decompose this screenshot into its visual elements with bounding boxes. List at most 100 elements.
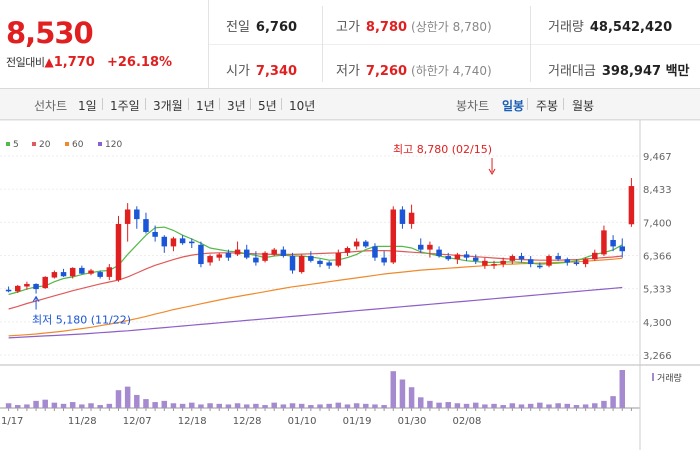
tab-weekly[interactable]: 주봉 xyxy=(536,99,559,113)
line-chart-label: 선차트 xyxy=(34,99,68,113)
volume-bar xyxy=(24,404,30,408)
volume-bar xyxy=(234,403,241,408)
high-annotation: 최고 8,780 (02/15) xyxy=(393,143,492,156)
y-tick-label: 4,300 xyxy=(643,318,672,329)
candle-body xyxy=(454,254,461,260)
volume-bar xyxy=(143,399,149,408)
x-tick-label: 01/19 xyxy=(343,416,372,427)
legend-swatch xyxy=(65,142,69,146)
tab-10y[interactable]: 10년 xyxy=(289,99,316,113)
volume-value: 48,542,420 xyxy=(589,20,673,35)
chart-grid xyxy=(0,120,700,450)
volume-bar xyxy=(592,403,598,408)
prev-close-value: 6,760 xyxy=(255,20,298,35)
volume-bar xyxy=(152,402,158,408)
candle-body xyxy=(582,259,589,265)
volume-label: 거래량 xyxy=(657,372,682,384)
x-axis: 11/17 11/28 12/07 12/18 12/28 01/10 01/19 01/30… xyxy=(0,408,632,427)
candle-body xyxy=(69,267,76,277)
volume-bar xyxy=(289,403,296,408)
change-percent: +26.18% xyxy=(106,55,173,70)
x-tick-label: 01/30 xyxy=(398,416,427,427)
x-tick-label: 12/18 xyxy=(178,416,207,427)
volume-bar xyxy=(408,387,415,408)
candle-body xyxy=(115,223,122,281)
amount-value: 398,947 백만 xyxy=(601,64,690,79)
high-label: 고가 xyxy=(336,20,360,35)
candle-body xyxy=(527,259,534,265)
tab-5y[interactable]: 5년 xyxy=(258,99,277,113)
volume-bar xyxy=(445,402,451,408)
candle-body xyxy=(509,256,516,261)
candle-body xyxy=(335,252,342,266)
volume-bar xyxy=(33,400,39,408)
open-label: 시가 xyxy=(226,64,250,79)
tab-3m[interactable]: 3개월 xyxy=(153,99,183,113)
prev-close: 전일 6,760 xyxy=(226,16,297,35)
candle-body xyxy=(161,236,168,247)
candle-body xyxy=(546,256,552,266)
candle-body xyxy=(271,249,277,255)
volume-bar xyxy=(518,404,525,408)
chart-legend: 5 20 60 120 xyxy=(6,140,122,150)
tab-1w[interactable]: 1주일 xyxy=(110,99,140,113)
tab-1d[interactable]: 1일 xyxy=(78,99,97,113)
legend-swatch xyxy=(6,142,10,146)
volume-bar xyxy=(619,370,626,408)
candle-body xyxy=(628,186,635,225)
candle-body xyxy=(243,249,250,258)
row-divider xyxy=(209,44,700,45)
volume-bar xyxy=(225,404,232,408)
volume-bar xyxy=(610,396,616,408)
column-divider xyxy=(322,6,323,82)
candle-body xyxy=(234,249,241,255)
trade-amount: 거래대금 398,947 백만 xyxy=(548,60,690,79)
candle-body xyxy=(189,241,195,244)
current-price: 8,530 xyxy=(6,16,94,50)
candle-body xyxy=(408,212,415,224)
volume-bar xyxy=(472,402,479,408)
candle-body xyxy=(500,260,506,265)
x-tick-label: 11/17 xyxy=(0,416,23,427)
volume-bar xyxy=(601,400,607,408)
candle-body xyxy=(24,283,30,287)
low-value: 7,260 xyxy=(365,64,408,79)
x-tick-label: 11/28 xyxy=(68,416,97,427)
tab-daily[interactable]: 일봉 xyxy=(502,99,525,113)
candle-body xyxy=(225,252,232,258)
column-divider xyxy=(530,6,531,82)
candle-body xyxy=(344,248,351,253)
volume-bar xyxy=(500,405,506,408)
candle-body xyxy=(399,209,406,224)
candle-body xyxy=(152,231,158,237)
volume-legend-swatch xyxy=(652,373,654,381)
volume-bar xyxy=(555,403,561,408)
change-label: 전일대비 xyxy=(6,56,45,69)
volume-label: 거래량 xyxy=(548,20,584,35)
candle-body xyxy=(418,244,424,250)
candle-body xyxy=(363,241,369,247)
candle-body xyxy=(317,260,323,265)
volume-bar xyxy=(308,405,314,408)
low-arrow-icon xyxy=(32,295,40,302)
volume-bar xyxy=(88,403,94,408)
candle-body xyxy=(298,256,305,273)
volume-bar xyxy=(418,397,424,408)
volume-bar xyxy=(353,403,360,408)
legend-entry: 120 xyxy=(105,140,122,150)
volume-bar xyxy=(97,405,103,408)
volume-bar xyxy=(537,402,543,408)
candle-body xyxy=(308,256,314,261)
volume-bar xyxy=(5,403,12,408)
x-tick-label: 01/10 xyxy=(288,416,317,427)
tab-monthly[interactable]: 월봉 xyxy=(572,99,595,113)
amount-label: 거래대금 xyxy=(548,64,596,79)
volume-bar xyxy=(463,403,470,408)
candle-body xyxy=(97,272,103,277)
candle-body xyxy=(253,257,259,263)
y-tick-label: 3,266 xyxy=(643,351,672,362)
x-tick-label: 12/28 xyxy=(233,416,262,427)
tab-3y[interactable]: 3년 xyxy=(227,99,246,113)
tab-1y[interactable]: 1년 xyxy=(196,99,215,113)
candle-body xyxy=(427,244,433,250)
